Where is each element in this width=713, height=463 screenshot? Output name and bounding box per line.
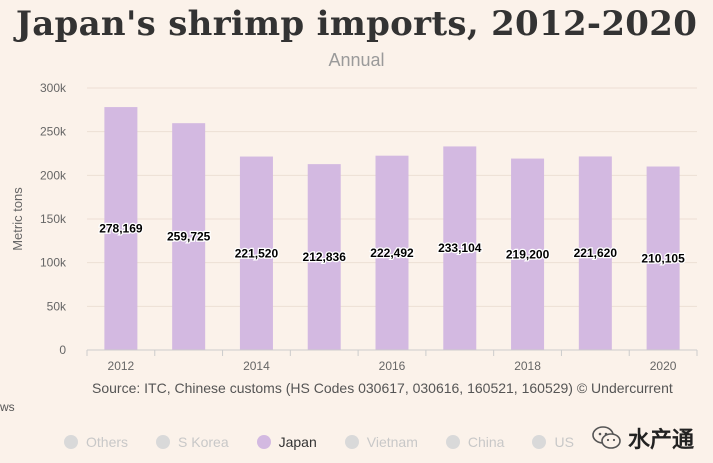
data-label: 221,620 [574,246,618,260]
watermark: 水产通 [592,422,694,454]
bar[interactable] [307,164,341,350]
legend-label: Others [86,434,129,450]
source-note: Source: ITC, Chinese customs (HS Codes 0… [92,380,673,396]
legend: Others S Korea Japan Vietnam China US [64,434,602,450]
legend-item[interactable]: US [532,434,574,450]
legend-label: Vietnam [366,434,418,450]
legend-marker [344,435,359,449]
bar[interactable] [104,107,138,351]
x-tick-label: 2012 [108,359,135,373]
data-label: 210,105 [641,251,685,265]
y-tick-label: 100k [40,256,67,270]
x-tick-label: 2014 [243,359,270,373]
legend-item[interactable]: China [445,434,505,450]
y-tick-label: 250k [40,125,67,139]
bar[interactable] [172,123,206,351]
legend-marker [445,435,460,449]
legend-marker [156,435,171,449]
data-label: 222,492 [370,246,414,260]
data-label: 259,725 [167,230,211,244]
legend-label: China [467,434,505,450]
chart-subtitle: Annual [328,50,385,70]
edge-text: ws [0,400,15,414]
y-axis-label: Metric tons [10,187,25,251]
chart-title: Japan's shrimp imports, 2012-2020 [15,4,698,44]
bar[interactable] [239,156,273,350]
bar[interactable] [443,146,477,350]
bar[interactable] [375,155,409,350]
y-axis-ticks: 0 50k 100k 150k 200k 250k 300k [40,81,67,357]
bar[interactable] [578,156,612,350]
data-labels: 278,169 259,725 221,520 212,836 222,492 233,1… [98,220,686,266]
data-label: 219,200 [506,247,550,261]
legend-item[interactable]: Japan [256,434,317,450]
y-tick-label: 300k [40,81,67,95]
legend-item[interactable]: Others [64,434,128,450]
x-tick-label: 2020 [650,359,677,373]
bar[interactable] [646,166,680,350]
data-label: 212,836 [303,250,347,264]
x-axis-ticks: 2012 2014 2016 2018 2020 [86,350,698,373]
x-tick-label: 2018 [514,359,541,373]
bars [104,107,680,351]
legend-item[interactable]: S Korea [156,434,229,450]
y-tick-label: 200k [40,168,67,182]
y-tick-label: 50k [47,299,67,313]
bar[interactable] [511,158,545,350]
y-tick-label: 150k [40,212,67,226]
legend-marker [256,435,271,449]
data-label: 233,104 [438,241,482,255]
watermark-text: 水产通 [628,427,695,452]
legend-label: S Korea [178,434,229,450]
x-tick-label: 2016 [379,359,406,373]
data-label: 221,520 [235,246,279,260]
data-label: 278,169 [99,222,143,236]
y-tick-label: 0 [59,343,66,357]
wechat-icon [592,426,621,449]
legend-marker [532,435,547,449]
legend-label: Japan [278,434,317,450]
legend-marker [64,435,78,449]
legend-item[interactable]: Vietnam [344,434,418,450]
legend-label: US [554,434,574,450]
